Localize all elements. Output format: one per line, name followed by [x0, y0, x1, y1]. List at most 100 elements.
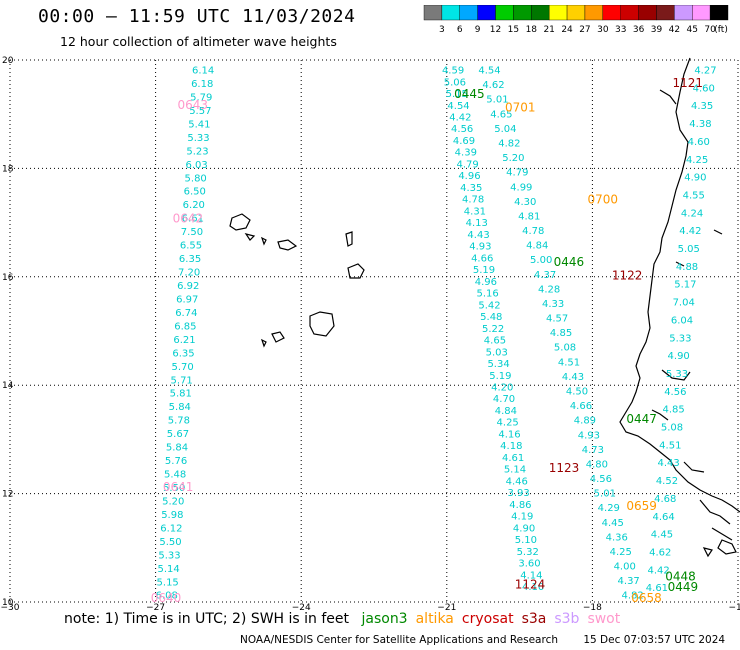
pass-label-altika: 0658 [631, 591, 662, 605]
wave-height-value: 5.50 [159, 537, 181, 548]
wave-height-value: 4.80 [586, 459, 608, 470]
note-text: note: 1) Time is in UTC; 2) SWH is in fe… [64, 611, 349, 627]
wave-height-value: 4.61 [502, 453, 524, 464]
legend-tick-label: 9 [475, 25, 481, 35]
wave-height-value: 5.19 [473, 265, 495, 276]
wave-height-value: 5.15 [157, 577, 179, 588]
wave-height-value: 6.35 [172, 348, 194, 359]
legend-swatch [549, 5, 567, 20]
island [278, 240, 296, 250]
wave-height-value: 4.00 [614, 562, 636, 573]
legend-swatch [478, 5, 496, 20]
wave-height-value: 4.96 [475, 277, 497, 288]
wave-height-value: 4.52 [656, 476, 678, 487]
island [262, 238, 266, 244]
wave-height-value: 5.48 [480, 312, 502, 323]
wave-height-value: 4.37 [618, 576, 640, 587]
wave-height-value: 7.50 [181, 227, 203, 238]
wave-height-value: 4.30 [514, 197, 536, 208]
y-tick-label: 20 [2, 56, 14, 66]
wave-height-value: 4.36 [606, 532, 628, 543]
wave-height-value: 4.66 [471, 253, 493, 264]
wave-height-value: 4.88 [676, 262, 698, 273]
wave-height-value: 5.67 [167, 429, 189, 440]
wave-height-value: 4.55 [683, 190, 705, 201]
pass-label-jason: 0446 [554, 255, 585, 269]
legend-swatch [674, 5, 692, 20]
wave-height-value: 4.24 [681, 208, 703, 219]
wave-height-value: 5.22 [482, 324, 504, 335]
wave-height-value: 5.20 [162, 496, 184, 507]
wave-height-value: 5.78 [168, 416, 190, 427]
credit-line: NOAA/NESDIS Center for Satellite Applica… [240, 634, 725, 646]
wave-height-value: 4.37 [534, 270, 556, 281]
pass-label-altika: 0659 [626, 499, 657, 513]
coast-feature [684, 462, 704, 472]
wave-height-value: 4.43 [562, 372, 584, 383]
pass-label-altika: 0701 [505, 100, 536, 114]
legend-swatch [621, 5, 639, 20]
wave-height-value: 4.93 [469, 242, 491, 253]
pass-label-jason: 0449 [668, 580, 699, 594]
legend-swatch [692, 5, 710, 20]
wave-height-value: 5.76 [165, 456, 187, 467]
wave-height-value: 6.92 [177, 281, 199, 292]
wave-height-value: 4.50 [566, 387, 588, 398]
coast-feature [712, 528, 732, 540]
wave-height-value: 4.90 [513, 523, 535, 534]
satellite-cryosat: cryosat [462, 611, 514, 627]
legend-tick-label: 18 [526, 25, 538, 35]
wave-height-value: 4.33 [542, 299, 564, 310]
wave-height-value: 4.54 [447, 101, 469, 112]
wave-height-value: 7.20 [178, 268, 200, 279]
wave-height-value: 5.23 [186, 146, 208, 157]
wave-height-value: 4.45 [651, 530, 673, 541]
legend-tick-label: 45 [687, 25, 698, 35]
wave-height-value: 4.79 [457, 159, 479, 170]
graticule [10, 60, 738, 602]
wave-height-value: 4.68 [654, 494, 676, 505]
y-tick-label: 12 [2, 490, 13, 500]
wave-height-value: 7.04 [673, 298, 695, 309]
satellite-s3b: s3b [554, 611, 579, 627]
altimeter-tracks: 6.146.185.795.575.415.335.236.035.806.50… [156, 66, 717, 602]
wave-height-value: 6.97 [176, 294, 198, 305]
coast-feature [700, 500, 730, 524]
wave-height-value: 6.18 [191, 79, 213, 90]
chart-title: 00:00 – 11:59 UTC 11/03/2024 [38, 6, 355, 27]
wave-height-value: 4.78 [522, 226, 544, 237]
island [262, 340, 266, 346]
wave-height-value: 5.70 [171, 362, 193, 373]
wave-height-value: 4.96 [458, 171, 480, 182]
pass-label-cryosat: 1121 [672, 76, 703, 90]
wave-height-value: 5.84 [166, 443, 188, 454]
wave-height-value: 5.04 [494, 124, 516, 135]
legend-swatch [710, 5, 728, 20]
legend-swatch [603, 5, 621, 20]
wave-height-value: 4.99 [510, 182, 532, 193]
pass-label-cryosat: 1122 [612, 269, 643, 283]
wave-height-value: 4.85 [663, 405, 685, 416]
legend-tick-label: 24 [561, 25, 573, 35]
wave-height-value: 5.71 [171, 375, 193, 386]
island [310, 312, 334, 336]
legend-tick-label: 6 [457, 25, 463, 35]
legend-tick-label: (ft) [714, 25, 728, 35]
legend-swatch [639, 5, 657, 20]
credit-text: NOAA/NESDIS Center for Satellite Applica… [240, 634, 558, 646]
wave-height-value: 4.25 [686, 155, 708, 166]
wave-height-value: 4.66 [570, 401, 592, 412]
track-east: 4.274.604.354.384.604.254.904.554.244.42… [646, 66, 717, 595]
wave-height-value: 5.34 [487, 359, 509, 370]
wave-height-value: 4.35 [691, 101, 713, 112]
wave-height-value: 6.85 [174, 321, 196, 332]
wave-height-value: 5.41 [188, 119, 210, 130]
wave-height-value: 4.54 [478, 66, 500, 77]
island [348, 264, 364, 278]
island [230, 214, 250, 230]
legend-swatch [531, 5, 549, 20]
note-row: note: 1) Time is in UTC; 2) SWH is in fe… [64, 611, 620, 627]
wave-height-value: 4.81 [518, 211, 540, 222]
wave-height-value: 5.33 [669, 333, 691, 344]
wave-height-value: 4.90 [668, 351, 690, 362]
